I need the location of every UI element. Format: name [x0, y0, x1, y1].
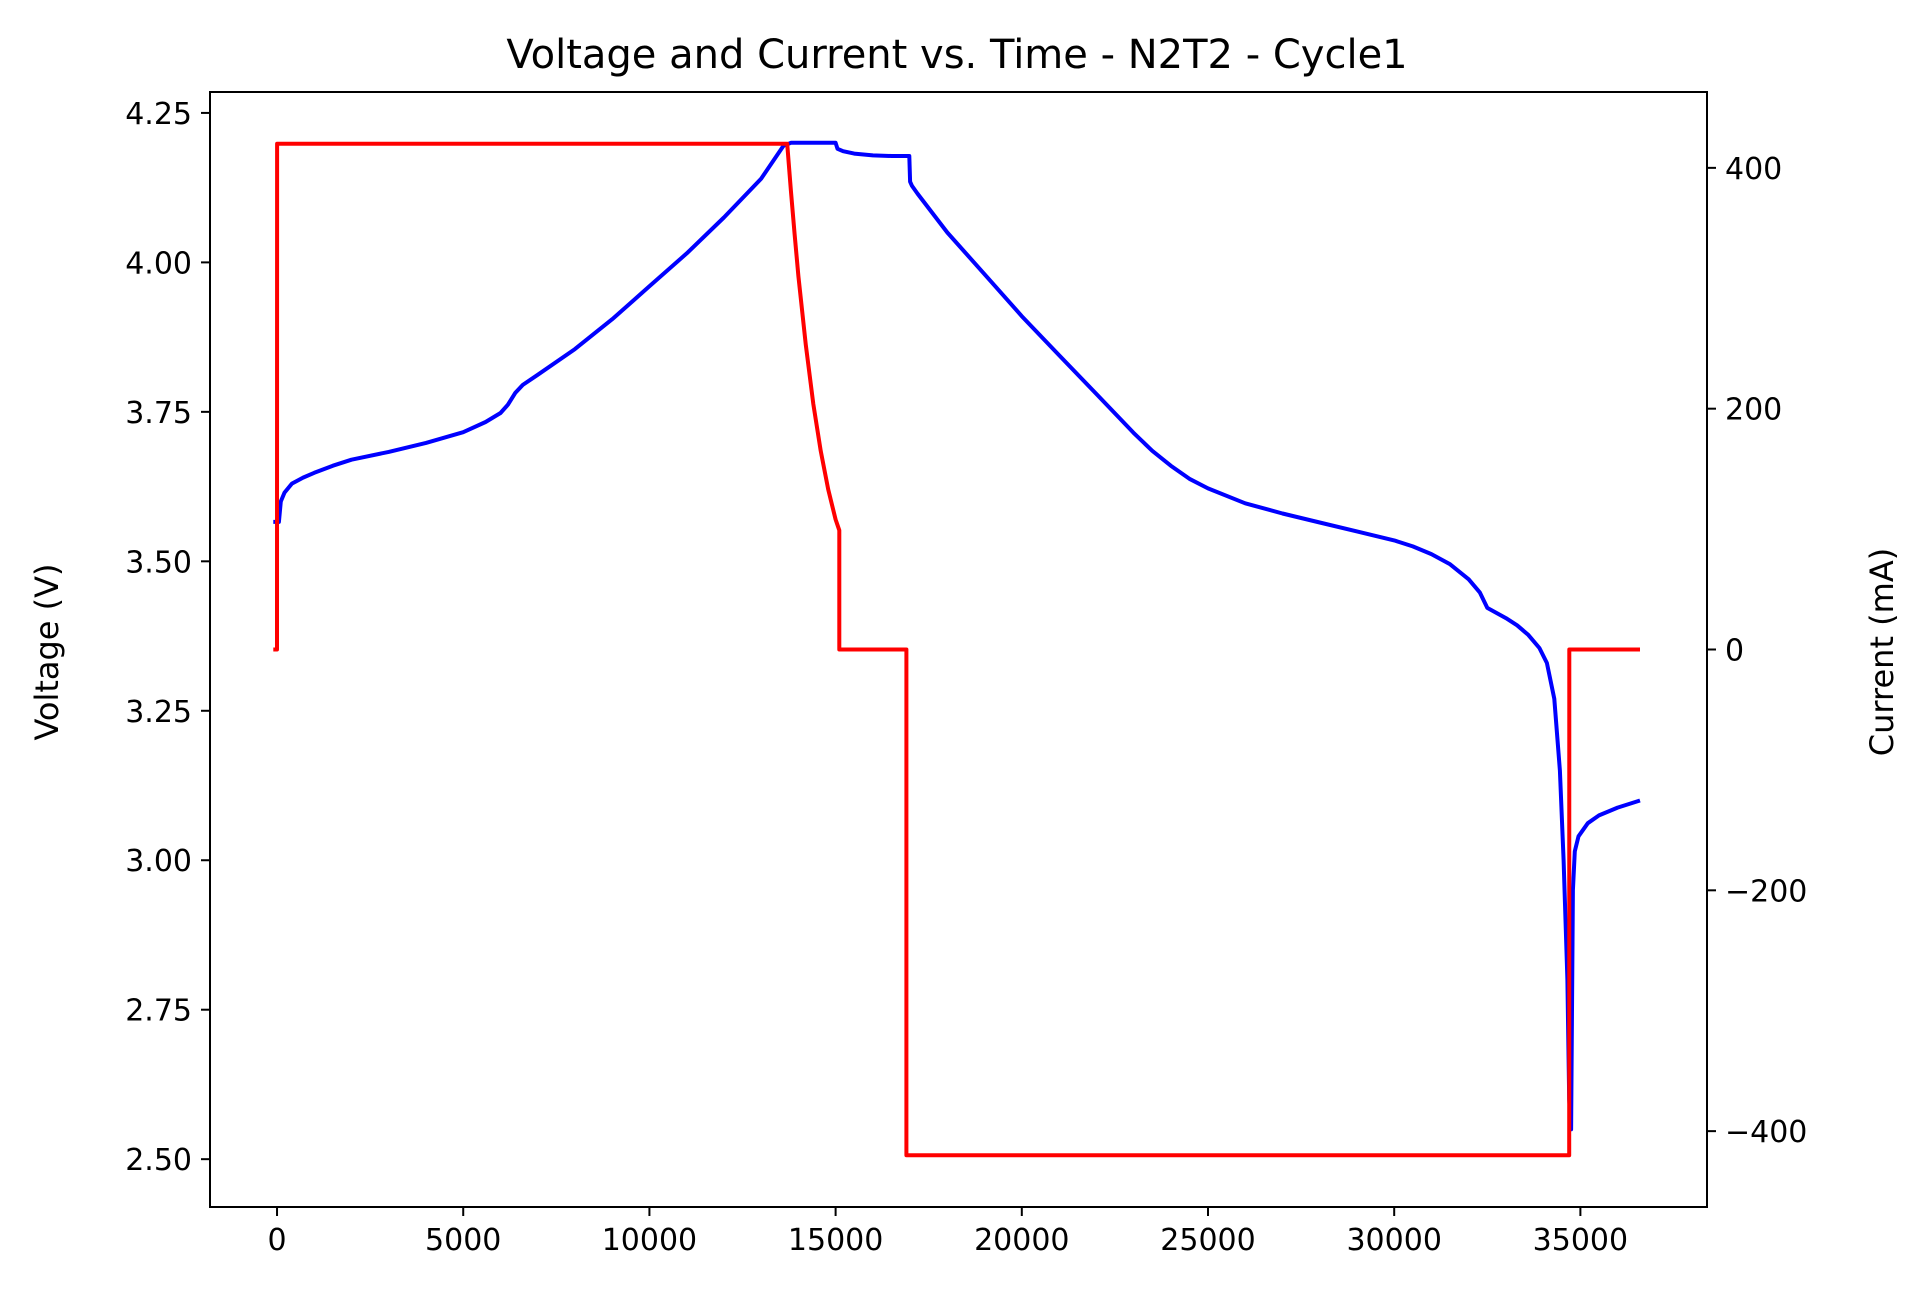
y2-tick-label: 0	[1725, 634, 1744, 669]
y-tick-label: 4.00	[125, 246, 192, 281]
y-tick-label: 3.75	[125, 396, 192, 431]
x-tick-label: 30000	[1346, 1223, 1441, 1258]
x-tick-label: 20000	[974, 1223, 1069, 1258]
x-tick-label: 35000	[1533, 1223, 1628, 1258]
plot-area: 0 5000 10000 15000 20000 25000 30000 35000 2.50 2…	[125, 91, 1807, 1258]
y-axis-label: Voltage (V)	[28, 563, 66, 740]
x-tick-label: 10000	[602, 1223, 697, 1258]
x-tick-label: 15000	[788, 1223, 883, 1258]
voltage-line	[273, 140, 1641, 1132]
y2-tick-label: −400	[1725, 1115, 1807, 1150]
y-tick-label: 3.25	[125, 695, 192, 730]
y-tick-label: 3.00	[125, 844, 192, 879]
y-tick-label: 3.50	[125, 545, 192, 580]
y-tick-label: 2.50	[125, 1143, 192, 1178]
chart-title: Voltage and Current vs. Time - N2T2 - Cy…	[506, 32, 1407, 78]
x-tick-label: 0	[267, 1223, 286, 1258]
x-tick-label: 5000	[425, 1223, 501, 1258]
x-tick-label: 25000	[1160, 1223, 1255, 1258]
y2-tick-label: 200	[1725, 393, 1782, 428]
y2-axis-label: Current (mA)	[1863, 548, 1901, 756]
y2-tick-label: 400	[1725, 152, 1782, 187]
current-line	[273, 141, 1640, 1158]
y-tick-label: 4.25	[125, 97, 192, 132]
y2-tick-label: −200	[1725, 874, 1807, 909]
y-tick-label: 2.75	[125, 994, 192, 1029]
